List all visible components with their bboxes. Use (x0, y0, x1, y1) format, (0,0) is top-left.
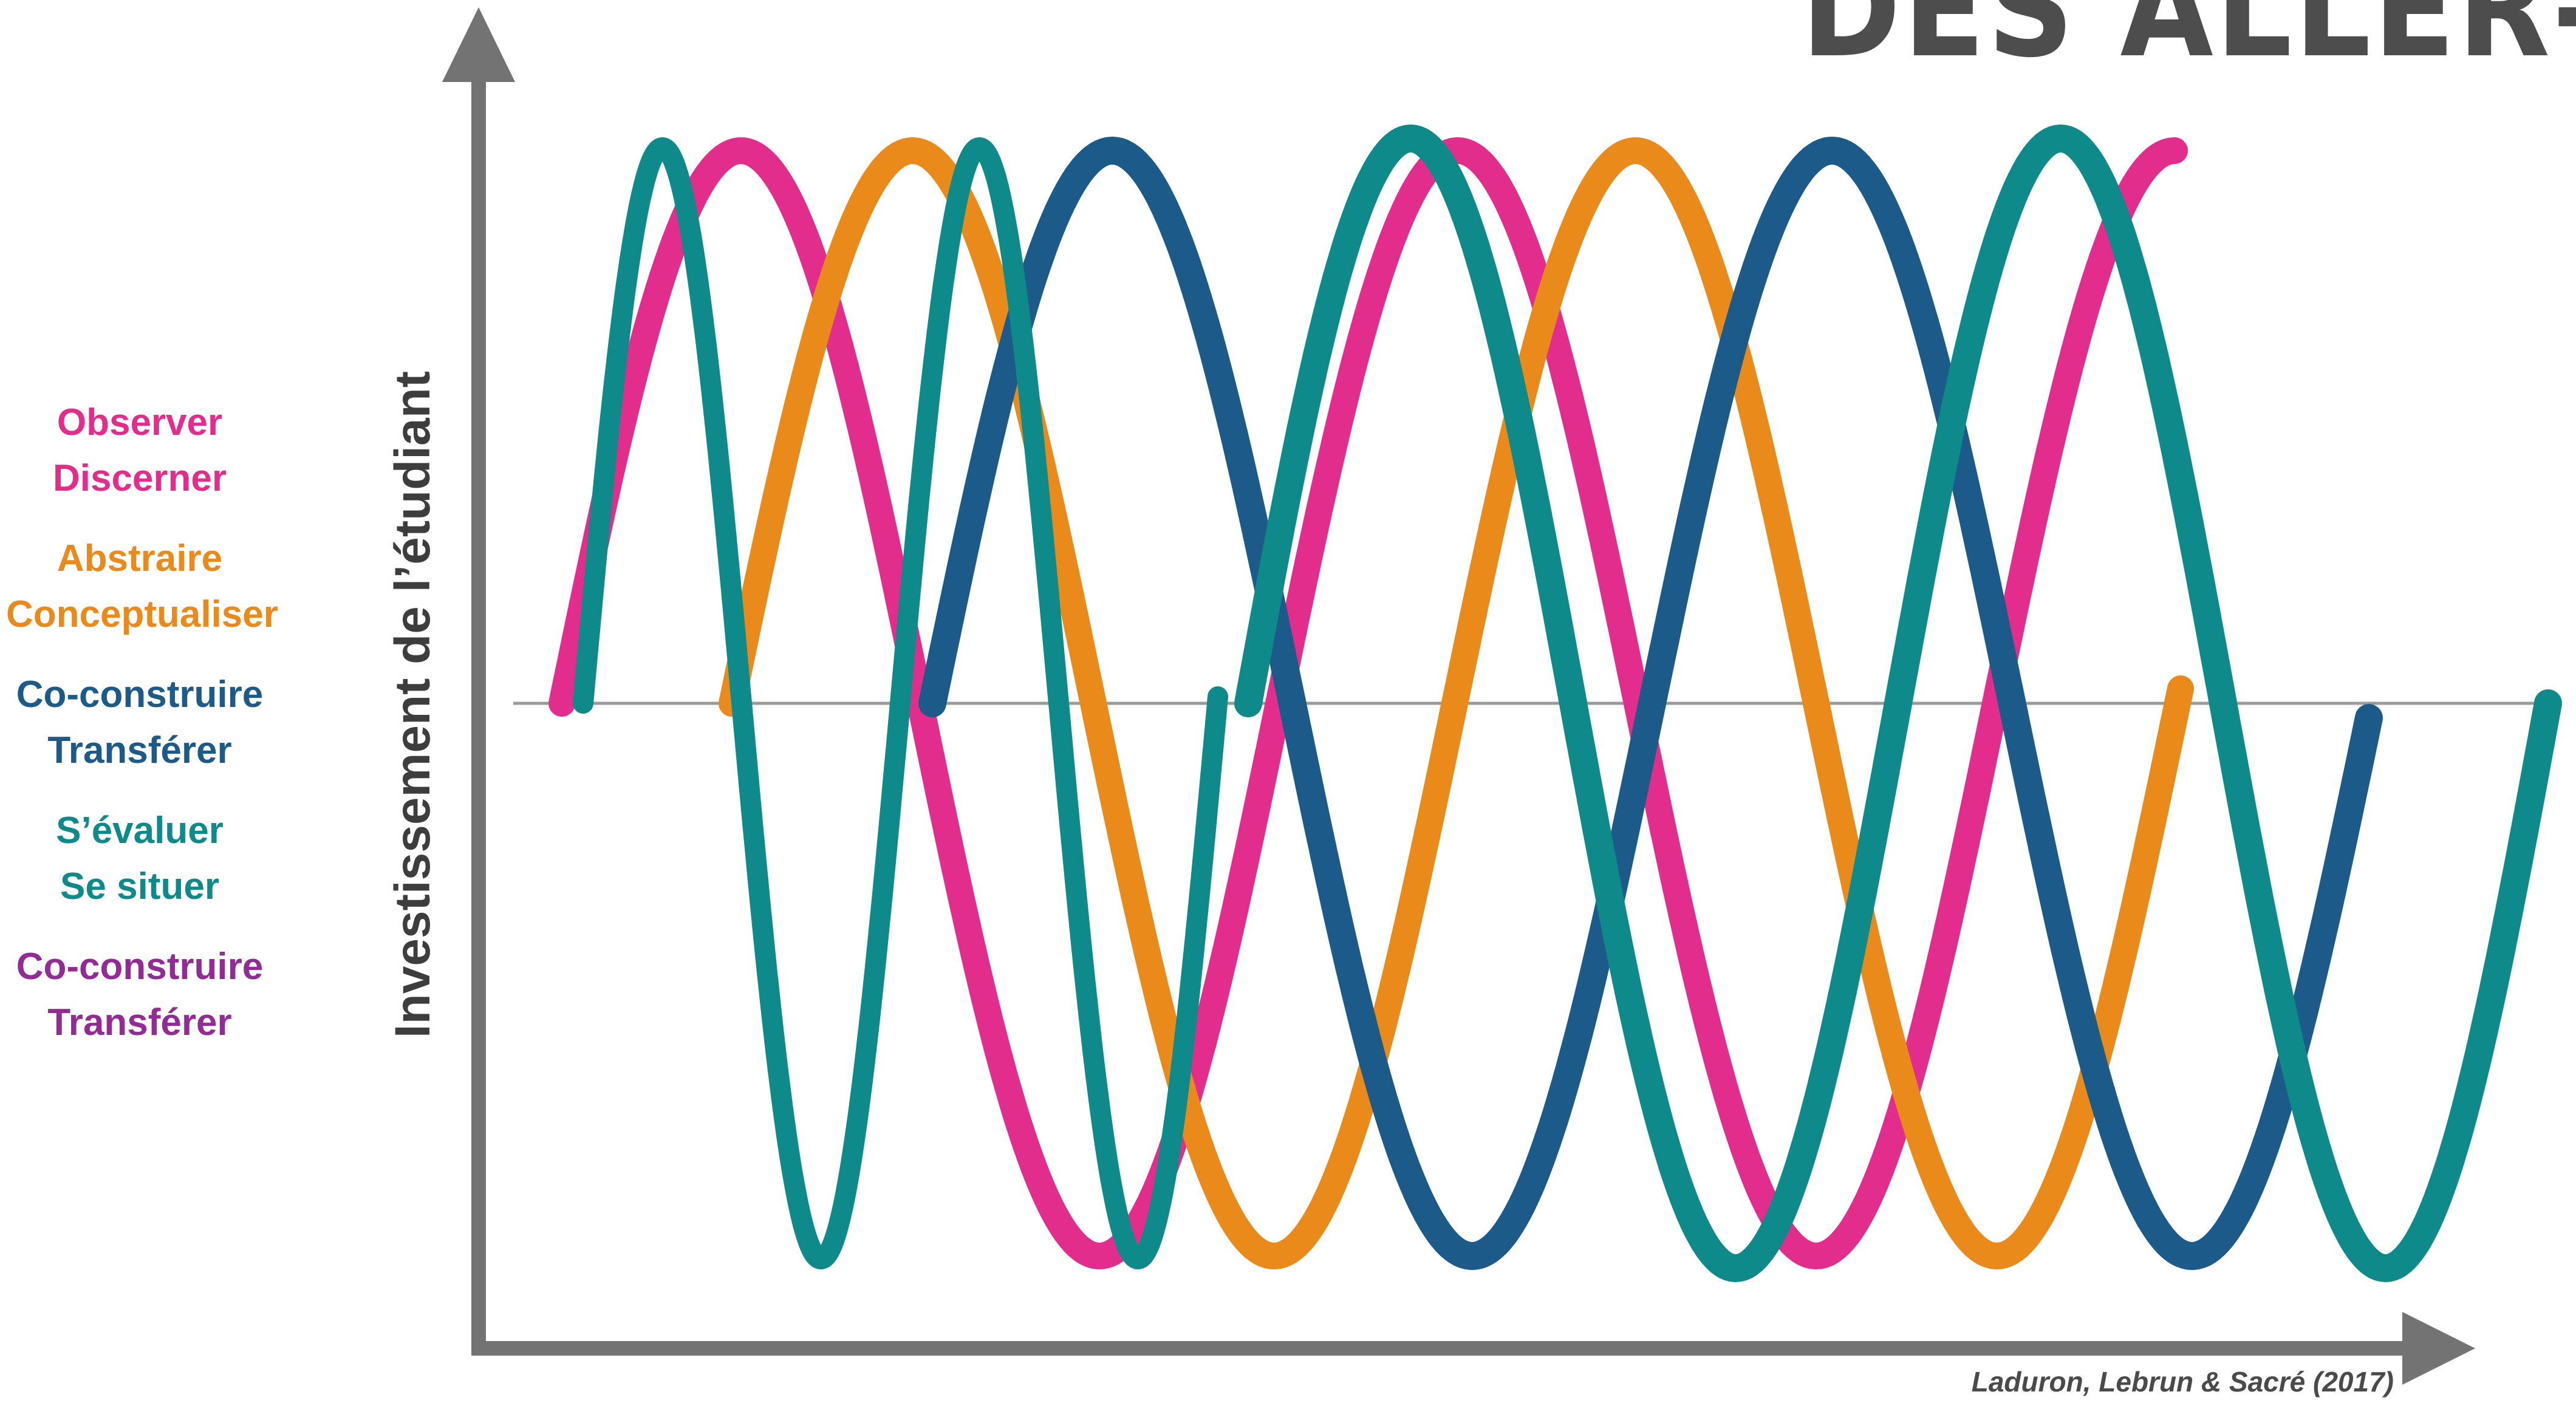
citation: Laduron, Lebrun & Sacré (2017) (1971, 1366, 2394, 1398)
wave-s-evaluer-se-situer (1234, 125, 2562, 1282)
legend-label: Co-construire (16, 674, 264, 715)
legend: Observer Discerner Abstraire Conceptuali… (6, 395, 278, 1075)
wave-abstraire-conceptualiser (719, 137, 2194, 1269)
legend-label: S’évaluer (56, 810, 224, 852)
legend-item-co-construire-2: Co-construire Transférer (6, 939, 273, 1051)
legend-label: Co-construire (16, 946, 264, 988)
legend-label: Conceptualiser (6, 593, 278, 635)
legend-item-observer: Observer Discerner (6, 395, 273, 507)
legend-label: Abstraire (56, 538, 223, 579)
wave-s-evaluer-se-situer-tight (573, 137, 1228, 1269)
legend-label: Se situer (60, 865, 219, 907)
x-axis-arrow (2402, 1312, 2475, 1385)
legend-label: Discerner (52, 457, 227, 499)
legend-label: Observer (56, 401, 223, 443)
legend-label: Transférer (47, 729, 232, 771)
legend-item-s-evaluer: S’évaluer Se situer (6, 803, 273, 915)
legend-item-co-construire: Co-construire Transférer (6, 667, 273, 779)
legend-item-abstraire: Abstraire Conceptualiser (6, 531, 278, 643)
y-axis-label: Investissement de l’étudiant (385, 370, 440, 1039)
legend-label: Transférer (47, 1002, 232, 1043)
y-axis-arrow (442, 7, 515, 82)
slide-title: DES ALLER-RE (1801, 0, 2576, 87)
wave-co-construire-transferer (918, 137, 2383, 1270)
